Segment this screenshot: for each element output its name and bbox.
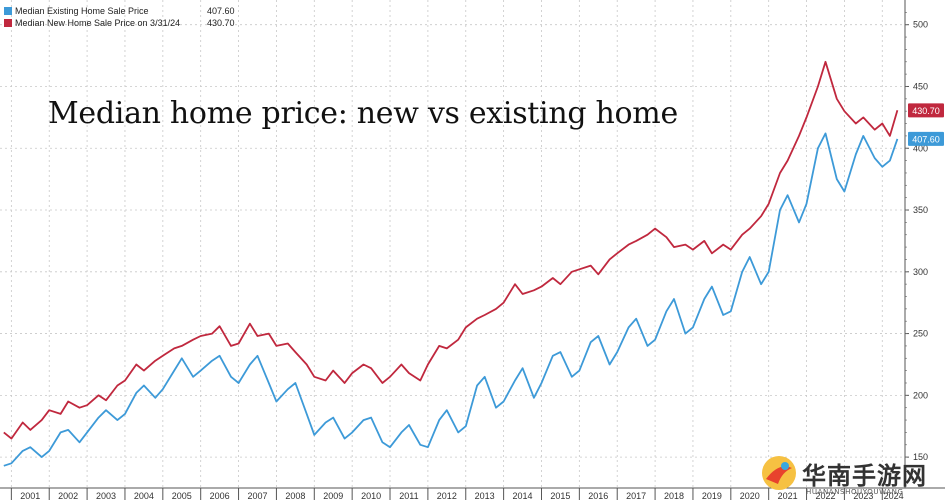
legend-item-existing: Median Existing Home Sale Price 407.60 <box>4 5 235 17</box>
x-axis: 2001 2002 2003 2004 2005 2006 2007 2008 2009 2010… <box>0 487 945 500</box>
x-tick-label-2015: 2015 <box>550 491 570 500</box>
y-tick-label-300: 300 <box>913 267 928 277</box>
x-tick-label-2017: 2017 <box>626 491 646 500</box>
x-tick-label-2002: 2002 <box>58 491 78 500</box>
y-tick-label-250: 250 <box>913 329 928 339</box>
series-line-0 <box>3 132 899 467</box>
x-tick-label-2020: 2020 <box>740 491 760 500</box>
value-badge-label-1: 430.70 <box>912 106 940 116</box>
y-tick-label-400: 400 <box>913 143 928 153</box>
y-tick-label-350: 350 <box>913 205 928 215</box>
watermark-logo-icon <box>762 456 796 490</box>
x-tick-label-2019: 2019 <box>702 491 722 500</box>
legend-label-new: Median New Home Sale Price on 3/31/24 <box>15 18 181 28</box>
x-tick-label-2003: 2003 <box>96 491 116 500</box>
legend-value-existing: 407.60 <box>207 6 235 16</box>
x-tick-label-2001: 2001 <box>20 491 40 500</box>
x-tick-label-2016: 2016 <box>588 491 608 500</box>
watermark-subtext: HUANANSHOUYOUWANG <box>806 488 904 496</box>
legend-swatch-new <box>4 19 12 27</box>
x-tick-label-2010: 2010 <box>361 491 381 500</box>
x-tick-label-2011: 2011 <box>399 491 418 500</box>
legend: Median Existing Home Sale Price 407.60 Me… <box>4 5 235 29</box>
legend-value-new: 430.70 <box>207 18 235 28</box>
y-tick-label-450: 450 <box>913 81 928 91</box>
y-tick-label-500: 500 <box>913 20 928 30</box>
value-badge-label-0: 407.60 <box>912 134 940 144</box>
x-tick-label-2021: 2021 <box>778 491 798 500</box>
x-tick-label-2014: 2014 <box>513 491 533 500</box>
x-tick-label-2009: 2009 <box>323 491 343 500</box>
y-axis: 150 200 250 300 350 400 450 500 <box>904 0 928 488</box>
value-badge-1: 430.70 <box>908 103 944 118</box>
x-tick-label-2012: 2012 <box>437 491 457 500</box>
watermark-text: 华南手游网 <box>802 462 927 490</box>
x-tick-label-2018: 2018 <box>664 491 684 500</box>
series-lines <box>3 60 899 467</box>
value-badge-0: 407.60 <box>908 131 944 146</box>
chart-title: Median home price: new vs existing home <box>48 96 678 131</box>
x-tick-label-2024: 2024 <box>884 491 904 500</box>
watermark: 华南手游网 HUANANSHOUYOUWANG <box>754 450 944 500</box>
value-badges: 407.60 430.70 <box>908 103 944 146</box>
x-tick-label-2022: 2022 <box>815 491 835 500</box>
legend-label-existing: Median Existing Home Sale Price <box>15 6 149 16</box>
y-tick-label-200: 200 <box>913 390 928 400</box>
value-badge-bg-1 <box>908 103 944 118</box>
x-tick-label-2023: 2023 <box>853 491 873 500</box>
value-badge-bg-0 <box>908 131 944 146</box>
x-tick-label-2007: 2007 <box>247 491 267 500</box>
x-tick-label-2008: 2008 <box>285 491 305 500</box>
y-tick-label-150: 150 <box>913 452 928 462</box>
grid <box>0 0 905 488</box>
x-tick-label-2006: 2006 <box>210 491 230 500</box>
series-line-1 <box>3 60 899 440</box>
legend-item-new: Median New Home Sale Price on 3/31/24 430… <box>4 17 235 29</box>
x-tick-label-2004: 2004 <box>134 491 154 500</box>
legend-swatch-existing <box>4 7 12 15</box>
x-tick-label-2005: 2005 <box>172 491 192 500</box>
x-tick-label-2013: 2013 <box>475 491 495 500</box>
